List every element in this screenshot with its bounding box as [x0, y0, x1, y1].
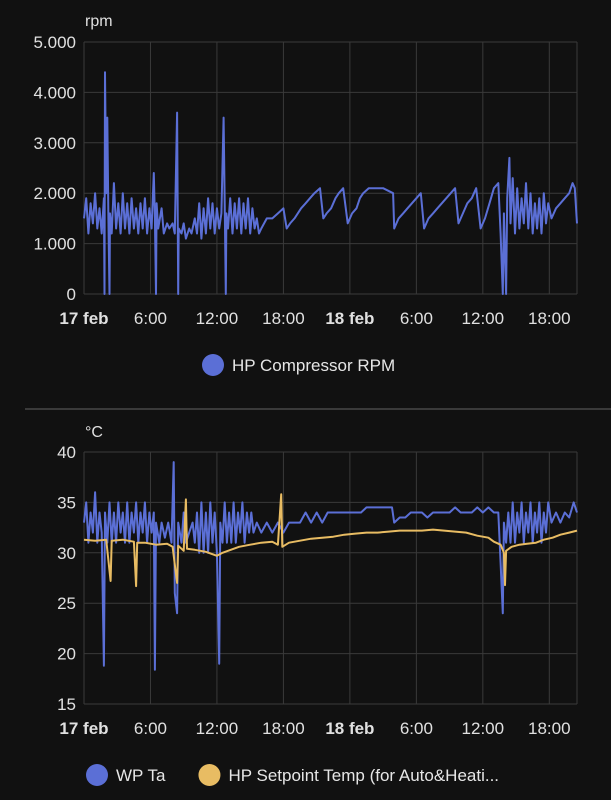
series-line-1 [83, 71, 578, 295]
y-tick-label: 25 [57, 594, 76, 613]
x-tick-label: 18:00 [528, 309, 571, 328]
y-tick-label: 30 [57, 544, 76, 563]
y-tick-label: 15 [57, 695, 76, 714]
x-tick-label: 17 feb [59, 719, 108, 738]
series-line-2 [83, 493, 578, 588]
chart-panel-2: 15 20 25 30 35 40 17 feb 6:00 12:00 18:00 18 feb 6:… [57, 424, 578, 786]
y-tick-label: 5.000 [33, 33, 76, 52]
x-tick-label: 18 feb [325, 309, 374, 328]
y-tick-label: 1.000 [33, 235, 76, 254]
x-tick-label: 18:00 [262, 309, 305, 328]
chart-panel-1: 0 1.000 2.000 3.000 4.000 5.000 17 feb 6:00 12:0… [33, 13, 578, 376]
legend-item-1[interactable]: WP Ta [86, 764, 166, 786]
y-tick-label: 20 [57, 645, 76, 664]
x-tick-label: 12:00 [462, 719, 505, 738]
x-tick-label: 6:00 [134, 719, 167, 738]
y-axis-unit-label: °C [85, 424, 103, 441]
x-tick-label: 12:00 [462, 309, 505, 328]
legend-item-2[interactable]: HP Setpoint Temp (for Auto&Heati... [198, 764, 499, 786]
y-tick-label: 35 [57, 493, 76, 512]
legend-label: HP Setpoint Temp (for Auto&Heati... [228, 766, 499, 785]
y-tick-label: 0 [67, 285, 76, 304]
legend-marker [198, 764, 221, 786]
x-tick-label: 6:00 [400, 309, 433, 328]
x-tick-label: 6:00 [134, 309, 167, 328]
y-axis-unit-label: rpm [85, 13, 113, 30]
y-tick-label: 2.000 [33, 184, 76, 203]
x-tick-label: 18:00 [262, 719, 305, 738]
x-tick-label: 12:00 [196, 719, 239, 738]
x-tick-label: 18 feb [325, 719, 374, 738]
legend-marker [202, 354, 224, 376]
legend-label: WP Ta [116, 766, 166, 785]
x-tick-label: 12:00 [196, 309, 239, 328]
y-tick-label: 4.000 [33, 83, 76, 102]
x-tick-label: 18:00 [528, 719, 571, 738]
y-tick-label: 40 [57, 443, 76, 462]
series-line-1 [83, 461, 578, 671]
x-tick-label: 17 feb [59, 309, 108, 328]
legend-label: HP Compressor RPM [232, 356, 395, 375]
x-tick-label: 6:00 [400, 719, 433, 738]
y-tick-label: 3.000 [33, 134, 76, 153]
legend-item-1[interactable]: HP Compressor RPM [202, 354, 395, 376]
legend-marker [86, 764, 108, 786]
